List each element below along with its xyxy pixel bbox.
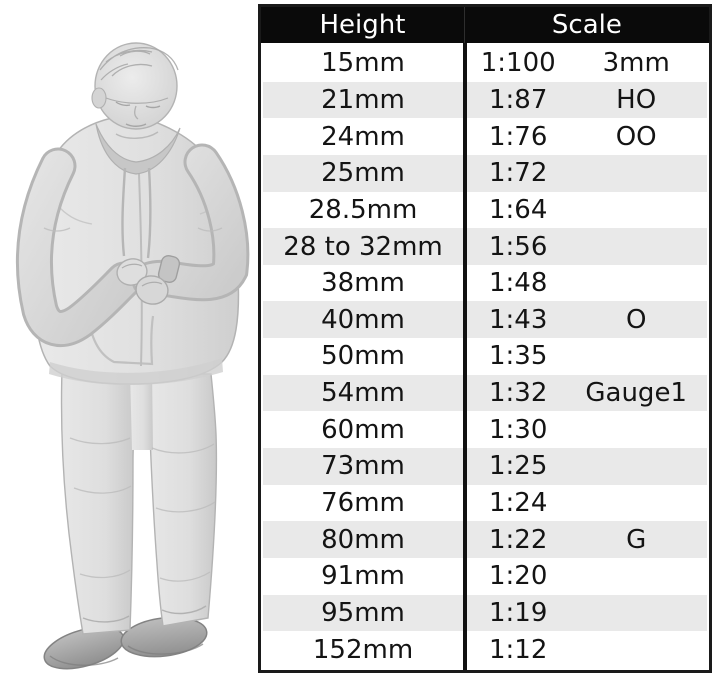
height-cell: 54mm — [321, 378, 405, 409]
scale-ratio-cell: 1:32 — [489, 378, 548, 409]
jeans-legs — [60, 369, 218, 635]
table-row: 80mm 1:22 G — [263, 521, 707, 558]
height-cell: 40mm — [321, 304, 405, 335]
table-row: 28.5mm 1:64 — [263, 191, 707, 229]
hood-collar — [95, 123, 181, 259]
arms — [15, 143, 250, 347]
scale-name-cell: Gauge1 — [585, 378, 687, 409]
head — [91, 42, 179, 139]
table-row: 91mm 1:20 — [263, 557, 707, 595]
scale-ratio-cell: 1:30 — [489, 414, 548, 445]
height-cell: 28.5mm — [308, 194, 418, 225]
height-cell: 24mm — [321, 121, 405, 152]
column-divider — [462, 43, 467, 670]
height-cell: 28 to 32mm — [283, 231, 443, 262]
scale-name-cell: HO — [616, 84, 657, 115]
height-cell: 152mm — [312, 634, 414, 665]
table-row: 40mm 1:43 O — [263, 301, 707, 339]
scale-ratio-cell: 1:100 — [480, 48, 556, 79]
height-cell: 76mm — [321, 488, 405, 518]
table-body: 15mm 1:100 3mm 21mm 1:87 HO 24mm 1:76 OO 25… — [261, 43, 709, 670]
scale-ratio-cell: 1:76 — [489, 121, 548, 152]
table-row: 54mm 1:32 Gauge1 — [263, 374, 707, 412]
table-row: 60mm 1:30 — [263, 411, 707, 449]
scanned-figure-image — [0, 18, 258, 676]
scale-ratio-cell: 1:22 — [489, 524, 548, 555]
scale-ratio-cell: 1:12 — [489, 634, 548, 665]
scale-name-cell: G — [626, 524, 647, 555]
height-cell: 21mm — [321, 84, 405, 115]
height-cell: 38mm — [321, 268, 405, 299]
scale-ratio-cell: 1:24 — [489, 488, 548, 518]
height-cell: 15mm — [321, 48, 405, 79]
scale-ratio-cell: 1:72 — [489, 158, 548, 189]
scale-ratio-cell: 1:19 — [489, 597, 548, 628]
height-cell: 25mm — [321, 158, 405, 189]
scale-ratio-cell: 1:87 — [489, 84, 548, 115]
height-cell: 50mm — [321, 341, 405, 372]
table-row: 152mm 1:12 — [263, 631, 707, 668]
table-row: 15mm 1:100 3mm — [263, 45, 707, 82]
height-cell: 73mm — [321, 451, 405, 482]
height-cell: 80mm — [321, 524, 405, 555]
height-cell: 95mm — [321, 597, 405, 628]
table-row: 21mm 1:87 HO — [263, 81, 707, 119]
scale-ratio-cell: 1:56 — [489, 231, 548, 262]
scanned-man-illustration — [15, 42, 250, 670]
table-row: 24mm 1:76 OO — [263, 118, 707, 155]
scale-ratio-cell: 1:43 — [489, 304, 548, 335]
scale-name-cell: 3mm — [602, 48, 670, 79]
scale-ratio-cell: 1:20 — [489, 561, 548, 592]
table-row: 73mm 1:25 — [263, 448, 707, 485]
height-cell: 91mm — [321, 561, 405, 592]
scale-ratio-cell: 1:35 — [489, 341, 548, 372]
scale-ratio-cell: 1:25 — [489, 451, 548, 482]
scale-ratio-cell: 1:48 — [489, 268, 548, 299]
scale-name-cell: O — [625, 304, 647, 335]
scale-ratio-cell: 1:64 — [489, 194, 548, 225]
height-scale-table: Height Scale 15mm 1:100 3mm 21mm 1:87 HO 2… — [258, 4, 712, 673]
table-row: 38mm 1:48 — [263, 264, 707, 302]
table-row: 25mm 1:72 — [263, 154, 707, 192]
scale-name-cell: OO — [615, 121, 657, 152]
table-row: 28 to 32mm 1:56 — [263, 228, 707, 265]
scale-column-header: Scale — [551, 10, 622, 40]
table-row: 50mm 1:35 — [263, 338, 707, 375]
table-header: Height Scale — [261, 7, 709, 43]
table-row: 95mm 1:19 — [263, 594, 707, 632]
shoes — [43, 616, 208, 670]
height-column-header: Height — [261, 7, 465, 43]
height-cell: 60mm — [321, 414, 405, 445]
table-row: 76mm 1:24 — [263, 484, 707, 522]
